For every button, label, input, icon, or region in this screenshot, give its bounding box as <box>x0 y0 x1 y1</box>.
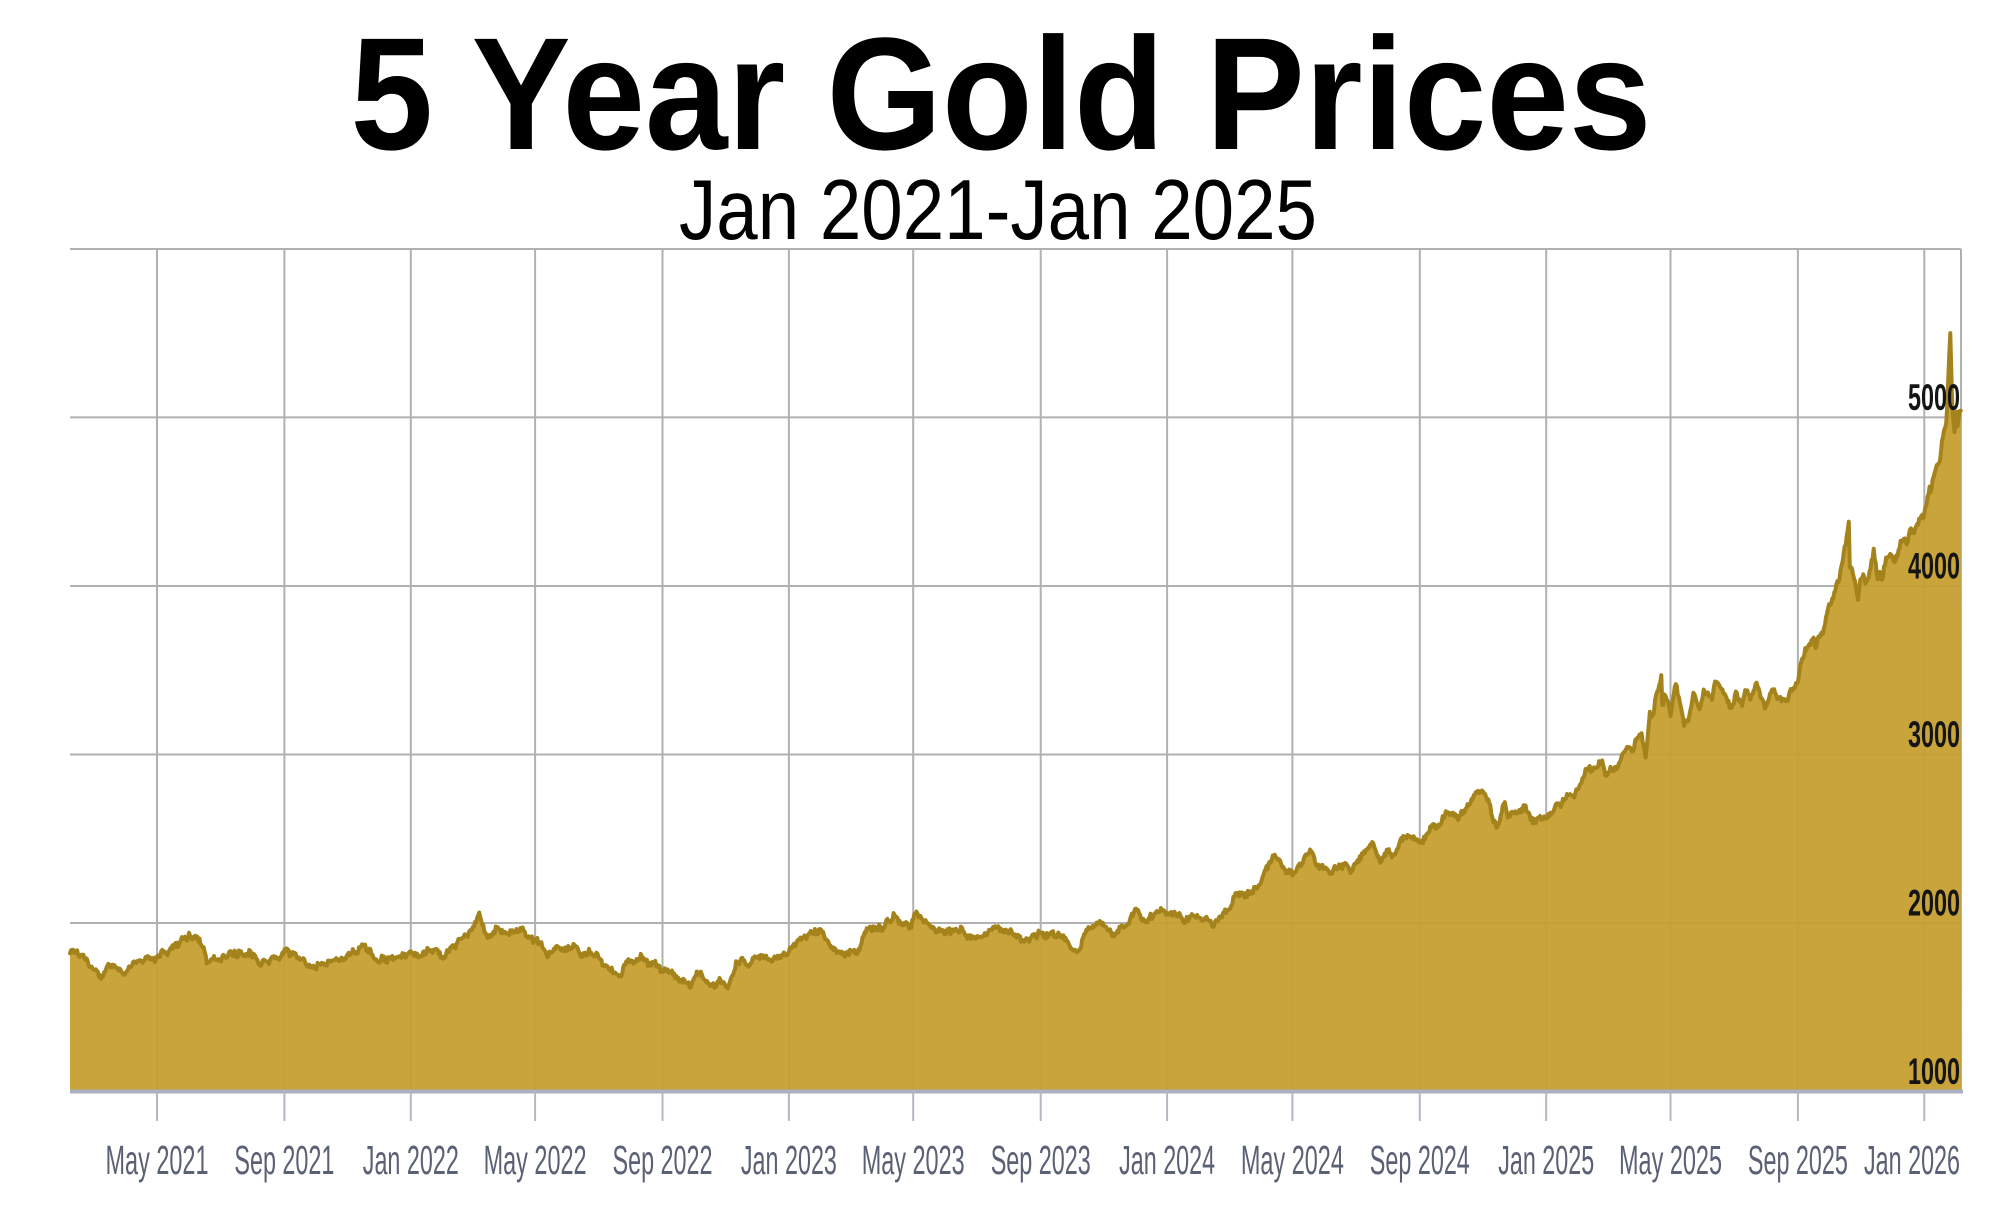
svg-text:May 2023: May 2023 <box>862 1137 965 1183</box>
svg-text:5000: 5000 <box>1908 377 1960 418</box>
svg-text:4000: 4000 <box>1908 545 1960 586</box>
svg-text:Jan 2022: Jan 2022 <box>363 1137 459 1183</box>
svg-text:Jan 2025: Jan 2025 <box>1498 1137 1594 1183</box>
svg-text:May 2021: May 2021 <box>106 1137 209 1183</box>
svg-text:3000: 3000 <box>1908 714 1960 755</box>
svg-text:May 2025: May 2025 <box>1619 1137 1722 1183</box>
svg-text:Sep 2023: Sep 2023 <box>991 1137 1091 1183</box>
svg-text:Jan 2021-Jan 2025: Jan 2021-Jan 2025 <box>679 163 1317 258</box>
svg-text:1000: 1000 <box>1908 1051 1960 1092</box>
svg-text:May 2024: May 2024 <box>1241 1137 1344 1183</box>
svg-text:Sep 2021: Sep 2021 <box>234 1137 334 1183</box>
svg-text:Jan 2023: Jan 2023 <box>741 1137 837 1183</box>
svg-text:Sep 2022: Sep 2022 <box>613 1137 713 1183</box>
svg-text:5 Year Gold Prices: 5 Year Gold Prices <box>351 4 1652 183</box>
svg-text:Jan 2024: Jan 2024 <box>1119 1137 1215 1183</box>
svg-text:Sep 2024: Sep 2024 <box>1370 1137 1470 1183</box>
svg-text:Jan 2026: Jan 2026 <box>1864 1137 1960 1183</box>
svg-text:2000: 2000 <box>1908 883 1960 924</box>
svg-text:Sep 2025: Sep 2025 <box>1748 1137 1848 1183</box>
svg-text:May 2022: May 2022 <box>484 1137 587 1183</box>
